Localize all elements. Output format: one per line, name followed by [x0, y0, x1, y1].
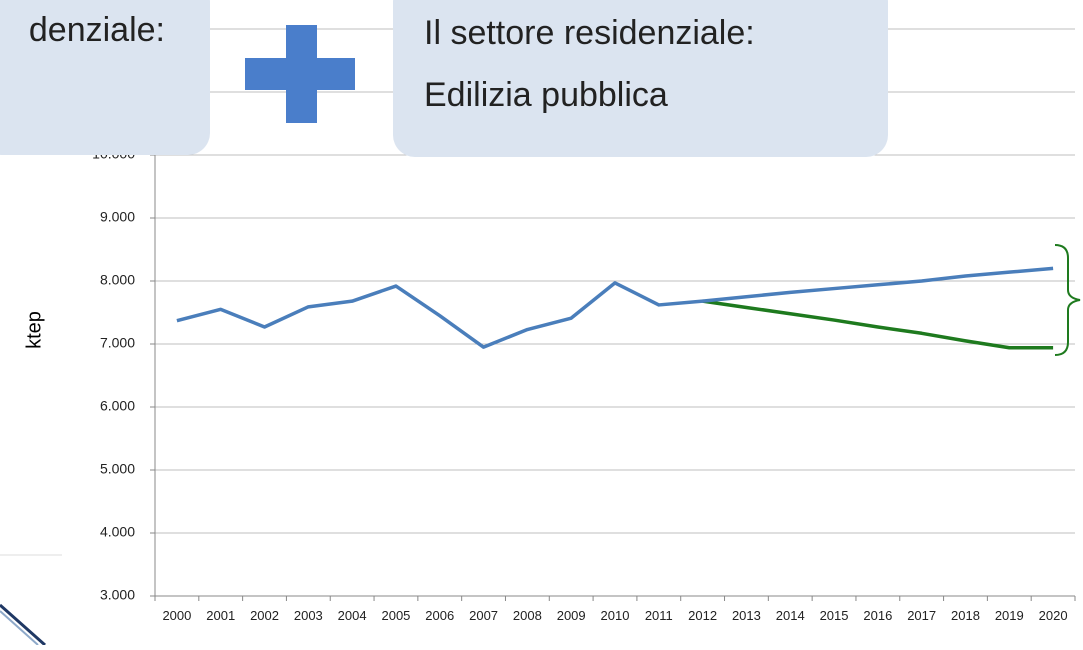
x-tick-label: 2006 — [425, 608, 454, 623]
x-tick-label: 2008 — [513, 608, 542, 623]
x-tick-label: 2014 — [776, 608, 805, 623]
x-tick-label: 2001 — [206, 608, 235, 623]
x-tick-label: 2020 — [1039, 608, 1068, 623]
y-tick-label: 5.000 — [100, 461, 135, 477]
x-tick-label: 2010 — [601, 608, 630, 623]
plot-area: 3.0004.0005.0006.0007.0008.0009.00010.00… — [92, 20, 1076, 623]
x-tick-label: 2002 — [250, 608, 279, 623]
x-tick-label: 2018 — [951, 608, 980, 623]
x-tick-label: 2016 — [863, 608, 892, 623]
x-tick-label: 2011 — [645, 608, 673, 623]
y-tick-label: 9.000 — [100, 209, 135, 225]
x-tick-label: 2004 — [338, 608, 367, 623]
brace — [1054, 244, 1081, 356]
callout-text: Il settore residenziale: — [424, 14, 755, 52]
callout-text: denziale: — [29, 11, 165, 49]
y-tick-label: 6.000 — [100, 398, 135, 414]
callout — [393, 0, 888, 157]
callout-text: Edilizia pubblica — [424, 76, 668, 114]
x-tick-label: 2012 — [688, 608, 717, 623]
series-line — [702, 299, 1054, 350]
x-tick-label: 2013 — [732, 608, 761, 623]
y-tick-label: 3.000 — [100, 587, 135, 603]
x-tick-label: 2000 — [162, 608, 191, 623]
decor-line — [0, 610, 39, 646]
x-tick-label: 2017 — [907, 608, 936, 623]
y-tick-label: 7.000 — [100, 335, 135, 351]
y-tick-label: 8.000 — [100, 272, 135, 288]
y-tick-label: 4.000 — [100, 524, 135, 540]
callout — [0, 0, 210, 155]
x-tick-label: 2019 — [995, 608, 1024, 623]
x-tick-label: 2005 — [381, 608, 410, 623]
series-line — [176, 266, 1054, 349]
y-axis-label: ktep — [23, 311, 45, 349]
decor-line — [0, 603, 46, 647]
x-tick-label: 2009 — [557, 608, 586, 623]
plus-icon — [245, 25, 355, 123]
x-tick-label: 2007 — [469, 608, 498, 623]
x-tick-label: 2015 — [820, 608, 849, 623]
x-tick-label: 2003 — [294, 608, 323, 623]
